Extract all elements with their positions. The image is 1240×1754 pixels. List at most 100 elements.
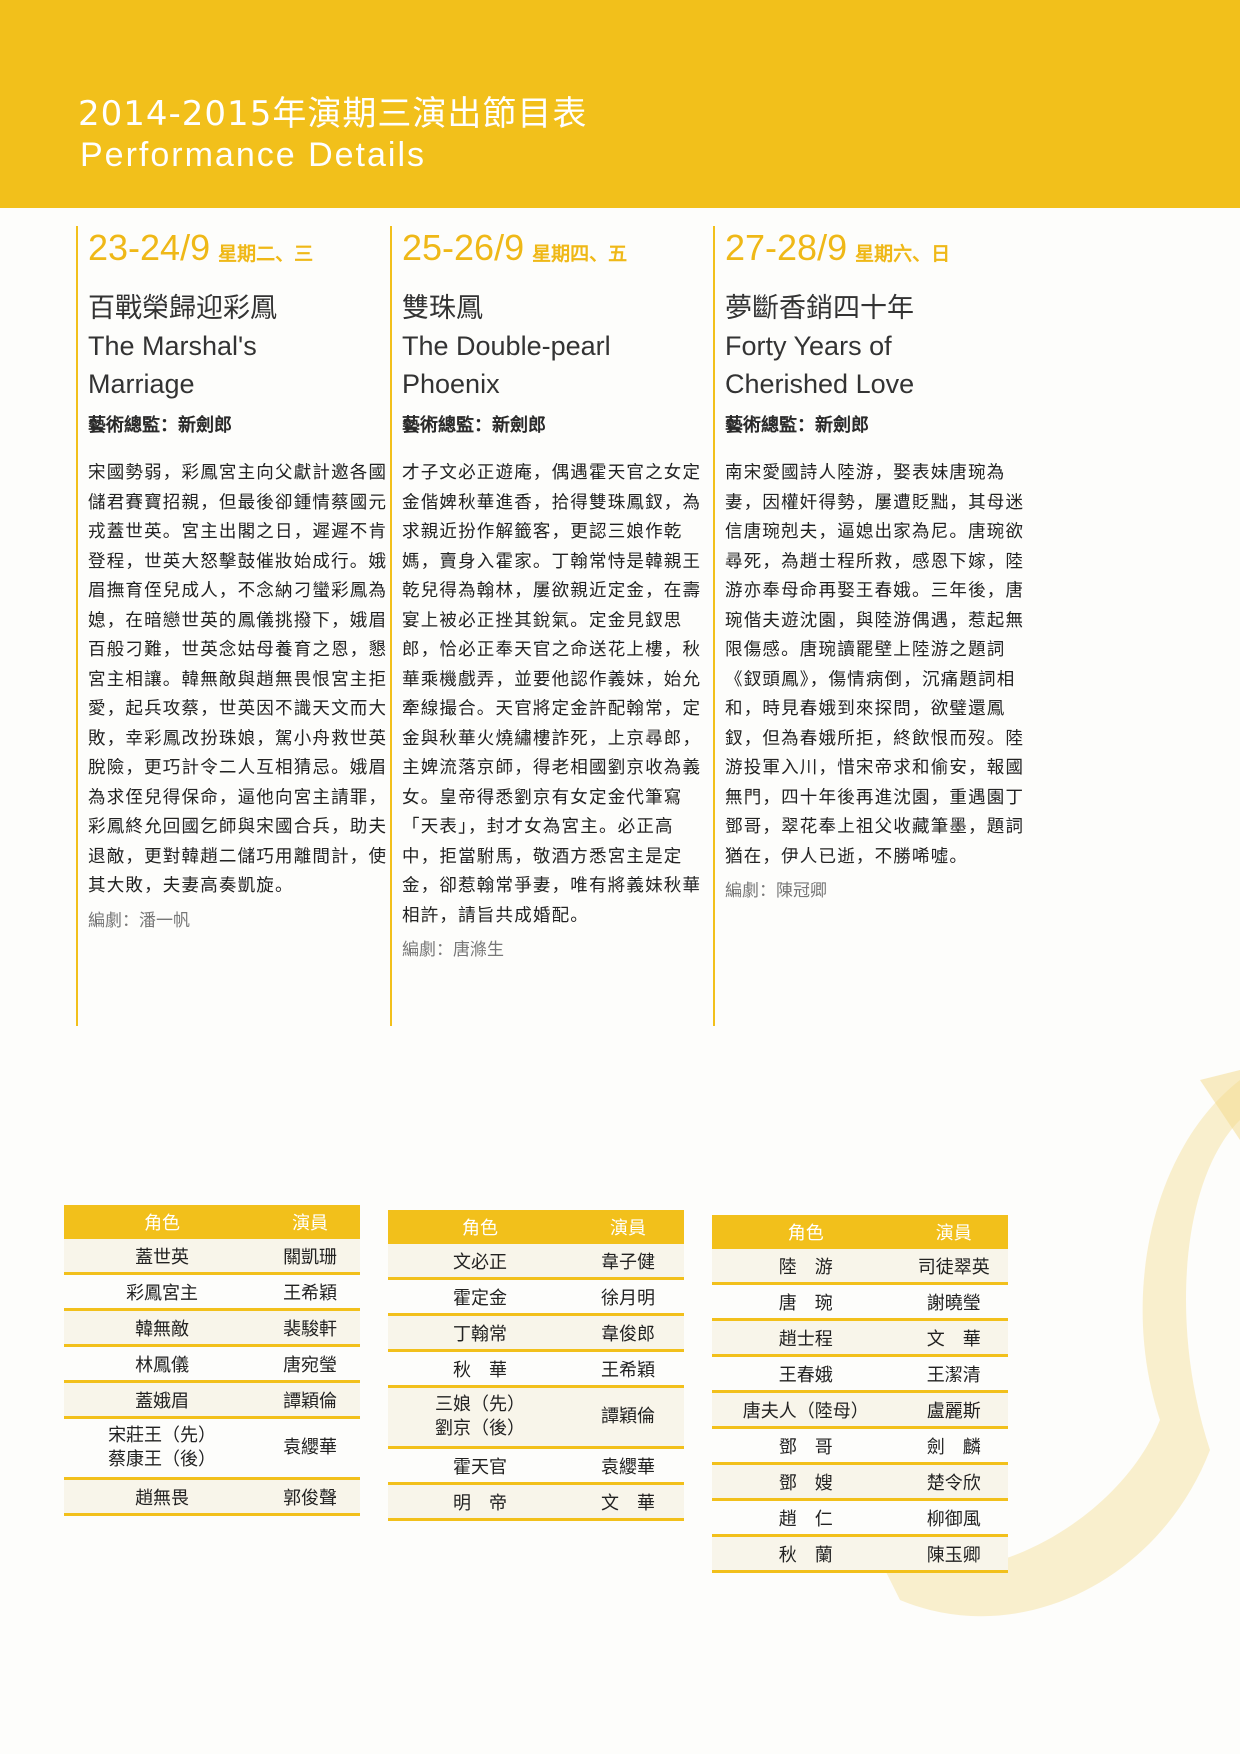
role-cell: 彩鳳宮主: [64, 1273, 261, 1311]
show-title-zh: 百戰榮歸迎彩鳳: [88, 293, 277, 324]
role-cell: 趙士程: [712, 1319, 900, 1357]
actor-header: 演員: [899, 1215, 1008, 1249]
role-cell: 霍天官: [388, 1447, 572, 1485]
table-row: 陸 游 司徒翠英: [712, 1249, 1008, 1285]
role-cell: 霍定金: [388, 1278, 572, 1316]
actor-header: 演員: [260, 1205, 360, 1239]
role-cell: 唐 琬: [712, 1283, 900, 1321]
actor-cell: 袁纓華: [572, 1447, 684, 1485]
role-header: 角色: [388, 1210, 572, 1244]
table-row: 唐夫人（陸母） 盧麗斯: [712, 1391, 1008, 1429]
show-title-zh: 雙珠鳳: [402, 293, 483, 324]
actor-cell: 袁纓華: [260, 1417, 360, 1480]
role-cell: 趙無畏: [64, 1478, 261, 1516]
actor-cell: 文 華: [572, 1483, 684, 1521]
actor-cell: 譚穎倫: [260, 1381, 360, 1419]
actor-cell: 譚穎倫: [572, 1386, 684, 1449]
cast-table-3: 角色 演員 陸 游 司徒翠英 唐 琬 謝曉瑩 趙士程 文 華 王春娥 王潔清 唐夫…: [712, 1215, 1008, 1573]
role-cell: 秋 蘭: [712, 1535, 900, 1573]
playwright: 編劇：陳冠卿: [725, 881, 827, 901]
show-title-zh: 夢斷香銷四十年: [725, 293, 914, 324]
table-row: 三娘（先） 劉京（後） 譚穎倫: [388, 1386, 684, 1449]
role-cell: 丁翰常: [388, 1314, 572, 1352]
synopsis: 才子文必正遊庵，偶遇霍天官之女定金偕婢秋華進香，拾得雙珠鳳釵，為求親近扮作解籤客…: [402, 463, 702, 926]
show-title-en-2: Phoenix: [402, 369, 500, 399]
role-cell: 韓無敵: [64, 1309, 261, 1347]
actor-cell: 裴駿軒: [260, 1309, 360, 1347]
cast-table-2: 角色 演員 文必正 韋子健 霍定金 徐月明 丁翰常 韋俊郎 秋 華 王希穎 三娘（…: [388, 1210, 684, 1521]
role-cell: 宋莊王（先） 蔡康王（後）: [64, 1417, 261, 1480]
date-text: 23-24/9: [88, 227, 211, 268]
role-cell: 趙 仁: [712, 1499, 900, 1537]
synopsis: 南宋愛國詩人陸游，娶表妹唐琬為妻，因權奸得勢，屢遭貶黜，其母迷信唐琬剋夫，逼媳出…: [725, 463, 1025, 867]
actor-cell: 謝曉瑩: [899, 1283, 1008, 1321]
table-row: 丁翰常 韋俊郎: [388, 1314, 684, 1352]
page-subtitle: Performance Details: [80, 136, 427, 174]
actor-cell: 盧麗斯: [899, 1391, 1008, 1429]
actor-cell: 楚令欣: [899, 1463, 1008, 1501]
role-header: 角色: [712, 1215, 900, 1249]
actor-cell: 王希穎: [260, 1273, 360, 1311]
weekday: 星期六、日: [855, 244, 951, 265]
show-date: 27-28/9 星期六、日: [725, 226, 1025, 277]
table-row: 鄧 哥 劍 麟: [712, 1427, 1008, 1465]
role-cell: 三娘（先） 劉京（後）: [388, 1386, 572, 1449]
table-row: 明 帝 文 華: [388, 1483, 684, 1521]
actor-header: 演員: [572, 1210, 684, 1244]
show-title-en-2: Cherished Love: [725, 369, 915, 399]
role-cell: 林鳳儀: [64, 1345, 261, 1383]
role-cell: 明 帝: [388, 1483, 572, 1521]
header-band: [0, 0, 1240, 208]
table-row: 秋 華 王希穎: [388, 1350, 684, 1388]
table-row: 趙無畏 郭俊聲: [64, 1478, 360, 1516]
show-column-1: 23-24/9 星期二、三 百戰榮歸迎彩鳳 The Marshal's Marri…: [76, 226, 388, 1026]
table-row: 趙士程 文 華: [712, 1319, 1008, 1357]
role-cell: 鄧 哥: [712, 1427, 900, 1465]
date-text: 27-28/9: [725, 227, 848, 268]
role-cell: 鄧 嫂: [712, 1463, 900, 1501]
table-row: 王春娥 王潔清: [712, 1355, 1008, 1393]
role-cell: 蓋世英: [64, 1239, 261, 1275]
role-cell: 文必正: [388, 1244, 572, 1280]
cast-table-1: 角色 演員 蓋世英 關凱珊 彩鳳宮主 王希穎 韓無敵 裴駿軒 林鳳儀 唐宛瑩 蓋娥…: [64, 1205, 360, 1516]
artistic-director: 藝術總監：新劍郎: [725, 415, 869, 436]
show-title-en-2: Marriage: [88, 369, 195, 399]
table-header: 角色 演員: [388, 1210, 684, 1244]
table-row: 秋 蘭 陳玉卿: [712, 1535, 1008, 1573]
artistic-director: 藝術總監：新劍郎: [402, 415, 546, 436]
actor-cell: 韋俊郎: [572, 1314, 684, 1352]
show-date: 23-24/9 星期二、三: [88, 226, 388, 277]
table-row: 林鳳儀 唐宛瑩: [64, 1345, 360, 1383]
table-row: 韓無敵 裴駿軒: [64, 1309, 360, 1347]
show-title-en-1: The Double-pearl: [402, 331, 611, 361]
actor-cell: 徐月明: [572, 1278, 684, 1316]
role-header: 角色: [64, 1205, 261, 1239]
actor-cell: 王潔清: [899, 1355, 1008, 1393]
role-cell: 秋 華: [388, 1350, 572, 1388]
table-header: 角色 演員: [64, 1205, 360, 1239]
table-row: 彩鳳宮主 王希穎: [64, 1273, 360, 1311]
playwright: 編劇：潘一帆: [88, 910, 190, 931]
actor-cell: 柳御風: [899, 1499, 1008, 1537]
show-column-3: 27-28/9 星期六、日 夢斷香銷四十年 Forty Years of Cher…: [713, 226, 1025, 1026]
role-cell: 王春娥: [712, 1355, 900, 1393]
table-row: 鄧 嫂 楚令欣: [712, 1463, 1008, 1501]
synopsis: 宋國勢弱，彩鳳宮主向父獻計邀各國儲君賽寶招親，但最後卻鍾情蔡國元戎蓋世英。宮主出…: [88, 463, 388, 896]
table-row: 宋莊王（先） 蔡康王（後） 袁纓華: [64, 1417, 360, 1480]
actor-cell: 郭俊聲: [260, 1478, 360, 1516]
role-cell: 唐夫人（陸母）: [712, 1391, 900, 1429]
show-title-en-1: The Marshal's: [88, 331, 257, 361]
show-column-2: 25-26/9 星期四、五 雙珠鳳 The Double-pearl Phoeni…: [390, 226, 702, 1026]
table-row: 霍天官 袁纓華: [388, 1447, 684, 1485]
actor-cell: 陳玉卿: [899, 1535, 1008, 1573]
actor-cell: 文 華: [899, 1319, 1008, 1357]
role-cell: 蓋娥眉: [64, 1381, 261, 1419]
artistic-director: 藝術總監：新劍郎: [88, 415, 232, 436]
playwright: 編劇：唐滌生: [402, 940, 504, 960]
weekday: 星期二、三: [218, 244, 314, 265]
table-row: 趙 仁 柳御風: [712, 1499, 1008, 1537]
actor-cell: 唐宛瑩: [260, 1345, 360, 1383]
table-row: 蓋娥眉 譚穎倫: [64, 1381, 360, 1419]
date-text: 25-26/9: [402, 227, 525, 268]
